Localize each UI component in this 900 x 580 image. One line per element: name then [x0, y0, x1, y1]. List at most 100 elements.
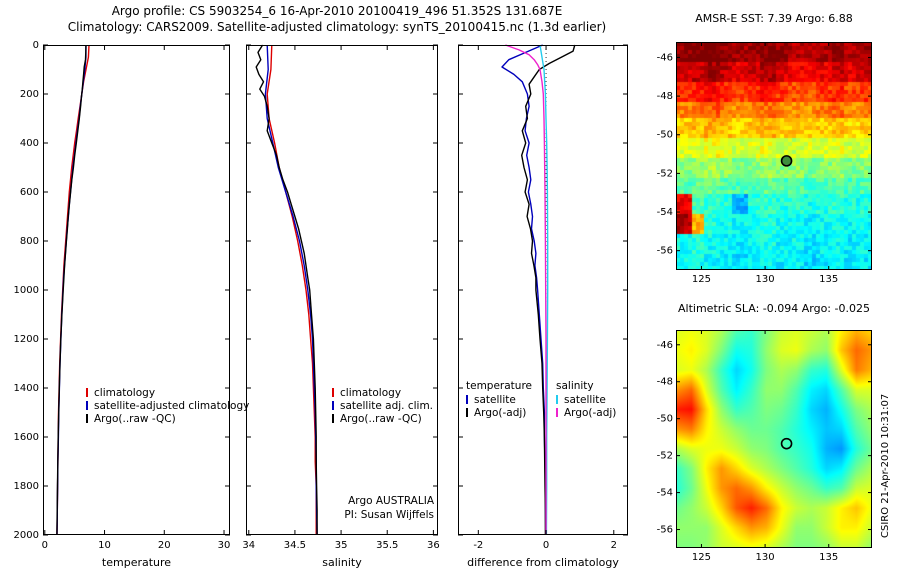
- svg-text:0: 0: [33, 40, 39, 51]
- svg-text:-48: -48: [657, 377, 673, 388]
- climatology-line: [56, 44, 90, 536]
- svg-text:-54: -54: [657, 488, 673, 499]
- svg-text:125: 125: [692, 274, 711, 285]
- difference-temperature-legend: temperature satellite Argo(-adj): [466, 380, 532, 419]
- satellite-line-swatch: [86, 401, 88, 410]
- legend-header: salinity: [556, 380, 594, 392]
- svg-text:2000: 2000: [14, 530, 39, 541]
- temperature-plot-legend: climatology satellite-adjusted climatolo…: [86, 386, 249, 425]
- satellite-line-swatch: [466, 395, 468, 404]
- legend-label: climatology: [94, 386, 156, 399]
- svg-text:-48: -48: [657, 91, 673, 102]
- sst-argo-position-marker: [780, 155, 793, 167]
- svg-text:-50: -50: [657, 414, 673, 425]
- salinity-axis-label: salinity: [322, 556, 362, 569]
- svg-text:135: 135: [819, 552, 838, 563]
- legend-item: Argo(..raw -QC): [332, 412, 433, 425]
- climatology-line: [266, 44, 317, 535]
- sst-map-image: [676, 42, 872, 270]
- legend-item: Argo(-adj): [556, 406, 616, 419]
- satellite-adjusted-climatology-line: [56, 44, 87, 536]
- svg-text:1200: 1200: [14, 334, 39, 345]
- svg-text:34: 34: [242, 540, 255, 551]
- svg-text:-50: -50: [657, 130, 673, 141]
- svg-text:600: 600: [20, 187, 39, 198]
- argo-raw-line: [56, 44, 87, 536]
- svg-text:1000: 1000: [14, 285, 39, 296]
- svg-text:0: 0: [543, 540, 549, 551]
- difference-axis-label: difference from climatology: [467, 556, 619, 569]
- svg-text:2: 2: [611, 540, 617, 551]
- svg-text:0: 0: [42, 540, 48, 551]
- argo-line-swatch: [332, 414, 334, 423]
- svg-text:125: 125: [692, 552, 711, 563]
- sst-map-axes: 125 130 135 -46 -48 -50 -52 -54 -56: [657, 42, 872, 285]
- svg-text:34.5: 34.5: [284, 540, 306, 551]
- legend-label: satellite-adjusted climatology: [94, 399, 250, 412]
- svg-text:-52: -52: [657, 168, 673, 179]
- svg-text:135: 135: [819, 274, 838, 285]
- temp-satellite-diff-line: [501, 44, 547, 536]
- salinity-plot-legend: climatology satellite adj. clim. Argo(..…: [332, 386, 433, 425]
- svg-text:400: 400: [20, 138, 39, 149]
- svg-text:1600: 1600: [14, 432, 39, 443]
- salinity-satellite-line-swatch: [556, 395, 558, 404]
- legend-item: Argo(-adj): [466, 406, 532, 419]
- climatology-line-swatch: [86, 388, 88, 397]
- svg-text:30: 30: [218, 540, 231, 551]
- svg-text:35: 35: [335, 540, 348, 551]
- figure-title-line1: Argo profile: CS 5903254_6 16-Apr-2010 2…: [111, 4, 563, 18]
- salinity-plot: 34 34.5 35 35.5 36: [242, 44, 440, 551]
- legend-label: Argo(-adj): [564, 406, 617, 419]
- satellite-line-swatch: [332, 401, 334, 410]
- legend-label: Argo(..raw -QC): [340, 412, 422, 425]
- svg-text:-46: -46: [657, 340, 673, 351]
- argo-line-swatch: [86, 414, 88, 423]
- svg-text:130: 130: [756, 274, 775, 285]
- legend-label: satellite: [564, 393, 606, 406]
- svg-text:-46: -46: [657, 52, 673, 63]
- figure-title-line2: Climatology: CARS2009. Satellite-adjuste…: [67, 20, 607, 34]
- svg-text:1800: 1800: [14, 481, 39, 492]
- svg-text:-56: -56: [657, 246, 673, 257]
- legend-label: satellite adj. clim.: [340, 399, 434, 412]
- legend-item: satellite: [466, 393, 532, 406]
- svg-text:20: 20: [158, 540, 171, 551]
- argo-raw-line: [255, 44, 318, 535]
- legend-item: climatology: [332, 386, 433, 399]
- legend-item: climatology: [86, 386, 249, 399]
- legend-label: Argo(-adj): [474, 406, 527, 419]
- sla-map-axes: 125 130 135 -46 -48 -50 -52 -54 -56: [657, 330, 872, 563]
- difference-salinity-legend: salinity satellite Argo(-adj): [556, 380, 616, 419]
- legend-item: satellite adj. clim.: [332, 399, 433, 412]
- legend-item: Argo(..raw -QC): [86, 412, 249, 425]
- temperature-axis-label: temperature: [101, 556, 172, 569]
- legend-label: climatology: [340, 386, 402, 399]
- sla-argo-position-marker: [780, 437, 793, 450]
- legend-label: Argo(..raw -QC): [94, 412, 176, 425]
- argo-line-swatch: [466, 408, 468, 417]
- legend-item: satellite-adjusted climatology: [86, 399, 249, 412]
- argo-australia-text: Argo AUSTRALIA: [348, 495, 434, 507]
- pi-text: PI: Susan Wijffels: [344, 509, 434, 521]
- svg-text:10: 10: [98, 540, 111, 551]
- sal-satellite-diff-line: [539, 44, 549, 536]
- svg-text:1400: 1400: [14, 383, 39, 394]
- svg-text:200: 200: [20, 89, 39, 100]
- svg-text:36: 36: [427, 540, 440, 551]
- temp-argo-diff-line: [521, 44, 576, 535]
- csiro-timestamp: CSIRO 21-Apr-2010 10:31:07: [880, 393, 891, 538]
- sst-map-title: AMSR-E SST: 7.39 Argo: 6.88: [695, 12, 853, 25]
- difference-plot: -2 0 2: [458, 44, 628, 551]
- svg-text:-52: -52: [657, 451, 673, 462]
- svg-text:130: 130: [756, 552, 775, 563]
- program-note: Argo AUSTRALIA PI: Susan Wijffels: [274, 494, 434, 522]
- legend-label: satellite: [474, 393, 516, 406]
- sla-map-title: Altimetric SLA: -0.094 Argo: -0.025: [678, 302, 870, 315]
- temperature-plot: 0 10 20 30 0 200 400 600 800 1000 1200 1400 1600 1800…: [14, 40, 231, 551]
- svg-text:-56: -56: [657, 525, 673, 536]
- climatology-line-swatch: [332, 388, 334, 397]
- legend-header: temperature: [466, 380, 532, 392]
